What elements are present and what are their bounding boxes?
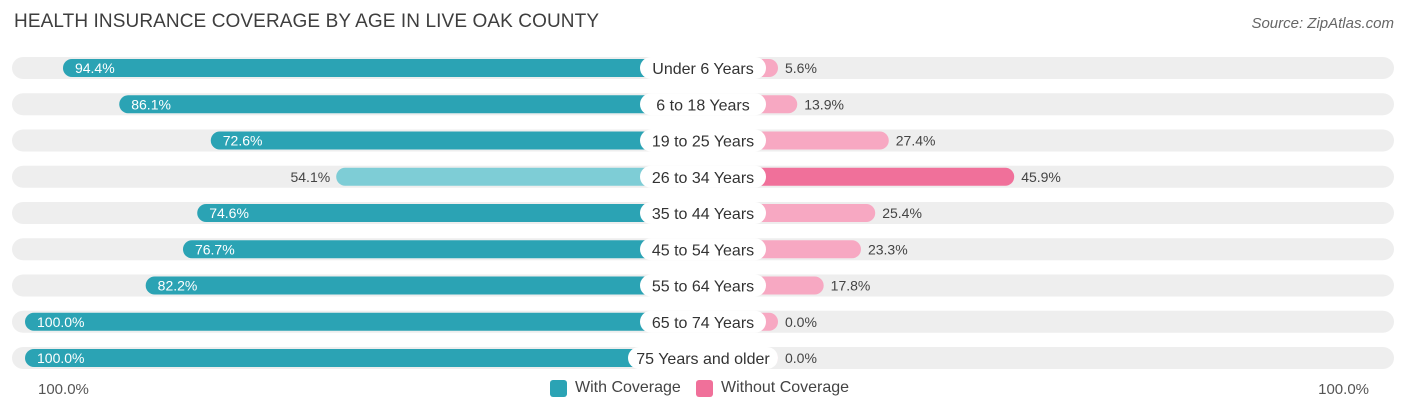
legend-label-with-coverage: With Coverage bbox=[575, 379, 681, 396]
category-label-35-to-44-years: 35 to 44 Years bbox=[652, 206, 754, 223]
chart-title: HEALTH INSURANCE COVERAGE BY AGE IN LIVE… bbox=[14, 11, 600, 32]
category-pill-35-to-44-years bbox=[640, 202, 766, 224]
bar-with-19-to-25-years bbox=[210, 131, 703, 150]
value-with-35-to-44-years: 74.6% bbox=[209, 205, 249, 221]
value-with-55-to-64-years: 82.2% bbox=[158, 278, 198, 294]
category-label-45-to-54-years: 45 to 54 Years bbox=[652, 242, 754, 259]
bar-with-26-to-34-years bbox=[336, 167, 703, 186]
legend-swatch-without-coverage bbox=[696, 379, 713, 397]
legend-swatch-with-coverage bbox=[550, 379, 567, 397]
value-without-35-to-44-years: 25.4% bbox=[882, 205, 922, 221]
axis-right-label: 100.0% bbox=[1318, 381, 1369, 398]
category-pill-under-6-years bbox=[640, 57, 766, 79]
category-label-55-to-64-years: 55 to 64 Years bbox=[652, 279, 754, 296]
source-credit: Source: ZipAtlas.com bbox=[1251, 15, 1394, 32]
legend: With Coverage Without Coverage bbox=[0, 379, 1406, 401]
axis-left-label: 100.0% bbox=[38, 381, 89, 398]
value-without-55-to-64-years: 17.8% bbox=[831, 278, 871, 294]
value-with-19-to-25-years: 72.6% bbox=[223, 133, 263, 149]
category-pill-45-to-54-years bbox=[640, 238, 766, 261]
category-label-6-to-18-years: 6 to 18 Years bbox=[656, 97, 749, 114]
value-with-6-to-18-years: 86.1% bbox=[131, 96, 171, 112]
legend-label-without-coverage: Without Coverage bbox=[721, 379, 850, 396]
value-without-under-6-years: 5.6% bbox=[785, 60, 817, 76]
coverage-chart: Under 6 Years 94.4% 5.6% 6 to 18 Years 86.1%… bbox=[12, 57, 1394, 369]
category-pill-55-to-64-years bbox=[640, 274, 766, 297]
value-without-45-to-54-years: 23.3% bbox=[868, 241, 908, 257]
category-label-26-to-34-years: 26 to 34 Years bbox=[652, 170, 754, 187]
bar-with-35-to-44-years bbox=[197, 204, 703, 222]
value-without-26-to-34-years: 45.9% bbox=[1021, 169, 1061, 185]
value-with-26-to-34-years: 54.1% bbox=[290, 169, 330, 185]
category-label-under-6-years: Under 6 Years bbox=[652, 61, 753, 78]
value-without-19-to-25-years: 27.4% bbox=[896, 133, 936, 149]
value-without-65-to-74-years: 0.0% bbox=[785, 314, 817, 330]
bar-with-75-years-and-older bbox=[25, 349, 703, 367]
value-with-65-to-74-years: 100.0% bbox=[37, 314, 84, 330]
bar-with-under-6-years bbox=[62, 59, 703, 77]
category-pill-65-to-74-years bbox=[640, 310, 766, 333]
category-label-19-to-25-years: 19 to 25 Years bbox=[652, 134, 754, 151]
value-with-75-years-and-older: 100.0% bbox=[37, 350, 84, 366]
category-label-75-years-and-older: 75 Years and older bbox=[636, 351, 770, 368]
category-pill-6-to-18-years bbox=[640, 93, 766, 116]
value-with-under-6-years: 94.4% bbox=[75, 60, 115, 76]
bar-with-6-to-18-years bbox=[119, 95, 703, 114]
category-label-65-to-74-years: 65 to 74 Years bbox=[652, 315, 754, 332]
bar-with-65-to-74-years bbox=[25, 312, 703, 331]
bar-with-45-to-54-years bbox=[182, 240, 703, 259]
legend-item-without-coverage[interactable]: Without Coverage bbox=[696, 379, 849, 397]
legend-item-with-coverage[interactable]: With Coverage bbox=[550, 379, 681, 397]
category-pill-75-years-and-older bbox=[628, 347, 778, 369]
category-pill-26-to-34-years bbox=[640, 165, 766, 188]
category-pill-19-to-25-years bbox=[640, 129, 766, 152]
value-without-75-years-and-older: 0.0% bbox=[785, 350, 817, 366]
value-with-45-to-54-years: 76.7% bbox=[195, 241, 235, 257]
bar-with-55-to-64-years bbox=[145, 276, 703, 295]
bar-without-26-to-34-years bbox=[703, 167, 1015, 186]
value-without-6-to-18-years: 13.9% bbox=[804, 96, 844, 112]
